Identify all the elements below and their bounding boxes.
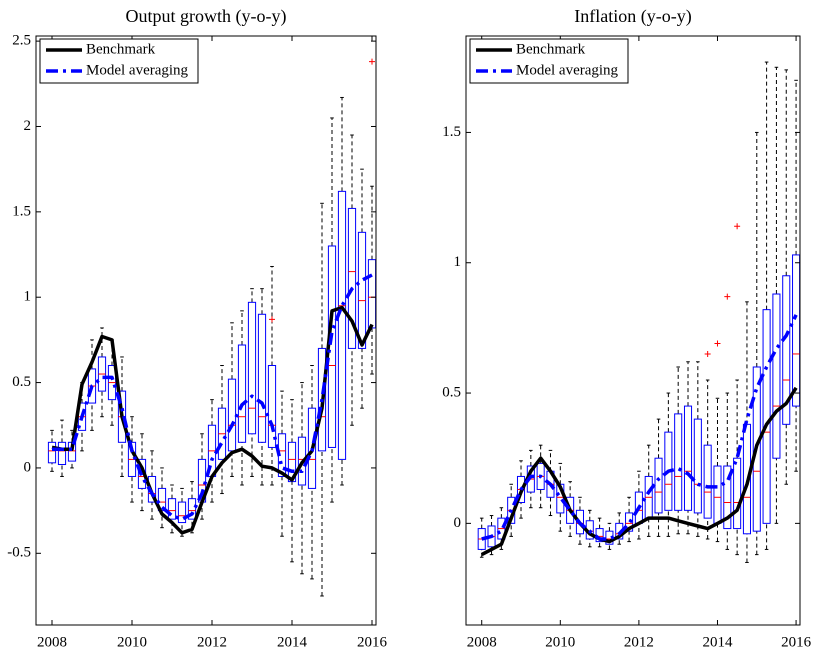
- box: [782, 275, 791, 425]
- plot-frame: [465, 35, 801, 626]
- x-tick-label: 2014: [702, 634, 733, 650]
- legend-box: [469, 38, 629, 84]
- y-tick-label: 0.5: [442, 384, 461, 400]
- box: [733, 457, 742, 530]
- box: [257, 313, 267, 443]
- box: [772, 293, 781, 459]
- legend-label: Benchmark: [86, 41, 156, 57]
- x-tick-label: 2016: [357, 634, 388, 650]
- box: [227, 378, 237, 452]
- series-line: [52, 273, 373, 521]
- box: [247, 301, 257, 435]
- box: [723, 465, 732, 530]
- box: [57, 441, 67, 466]
- y-tick-label: 1.5: [12, 203, 31, 219]
- y-tick-label: 0: [24, 459, 32, 475]
- y-tick-label: 1.5: [442, 124, 461, 140]
- x-tick-label: 2014: [277, 634, 308, 650]
- box: [703, 444, 712, 519]
- y-tick-label: 1: [454, 254, 462, 270]
- box: [357, 231, 367, 349]
- y-tick-label: 0: [454, 515, 462, 531]
- box: [187, 498, 197, 520]
- box: [713, 465, 722, 524]
- box: [177, 501, 187, 524]
- y-tick-label: 2.5: [12, 33, 31, 49]
- box: [337, 190, 347, 460]
- box: [267, 364, 277, 448]
- box: [693, 418, 702, 514]
- legend-label: Model averaging: [86, 62, 189, 78]
- outlier: [704, 350, 711, 357]
- box: [47, 441, 57, 464]
- outlier: [369, 58, 375, 65]
- series-line: [481, 314, 798, 541]
- box: [317, 347, 327, 452]
- y-tick-label: 2: [24, 118, 32, 134]
- box: [683, 405, 693, 511]
- box: [654, 457, 663, 514]
- box: [367, 259, 377, 329]
- outlier: [714, 340, 721, 347]
- y-tick-label: 0.5: [12, 374, 31, 390]
- box: [625, 512, 634, 532]
- y-tick-label: -0.5: [7, 545, 31, 561]
- x-tick-label: 2012: [624, 634, 654, 650]
- outlier: [734, 223, 741, 230]
- box: [167, 498, 177, 520]
- x-tick-label: 2008: [467, 634, 497, 650]
- box: [347, 207, 357, 349]
- y-tick-label: 1: [24, 289, 32, 305]
- legend-label: Benchmark: [516, 41, 586, 57]
- outlier: [269, 316, 275, 323]
- x-tick-label: 2016: [781, 634, 812, 650]
- series-line: [480, 386, 798, 557]
- box: [674, 413, 683, 511]
- box: [237, 344, 247, 443]
- x-tick-label: 2010: [117, 634, 147, 650]
- chart-title: Output growth (y-o-y): [126, 6, 287, 27]
- outlier: [724, 293, 731, 300]
- box: [307, 407, 317, 489]
- box: [792, 254, 801, 407]
- box: [575, 509, 584, 535]
- series-line: [51, 305, 374, 535]
- x-tick-label: 2008: [37, 634, 67, 650]
- plot-frame: [35, 35, 377, 626]
- box: [752, 366, 761, 532]
- x-tick-label: 2010: [545, 634, 575, 650]
- x-tick-label: 2012: [197, 634, 227, 650]
- chart-title: Inflation (y-o-y): [574, 6, 691, 27]
- legend-box: [39, 38, 199, 84]
- box: [762, 309, 771, 524]
- legend-label: Model averaging: [516, 62, 619, 78]
